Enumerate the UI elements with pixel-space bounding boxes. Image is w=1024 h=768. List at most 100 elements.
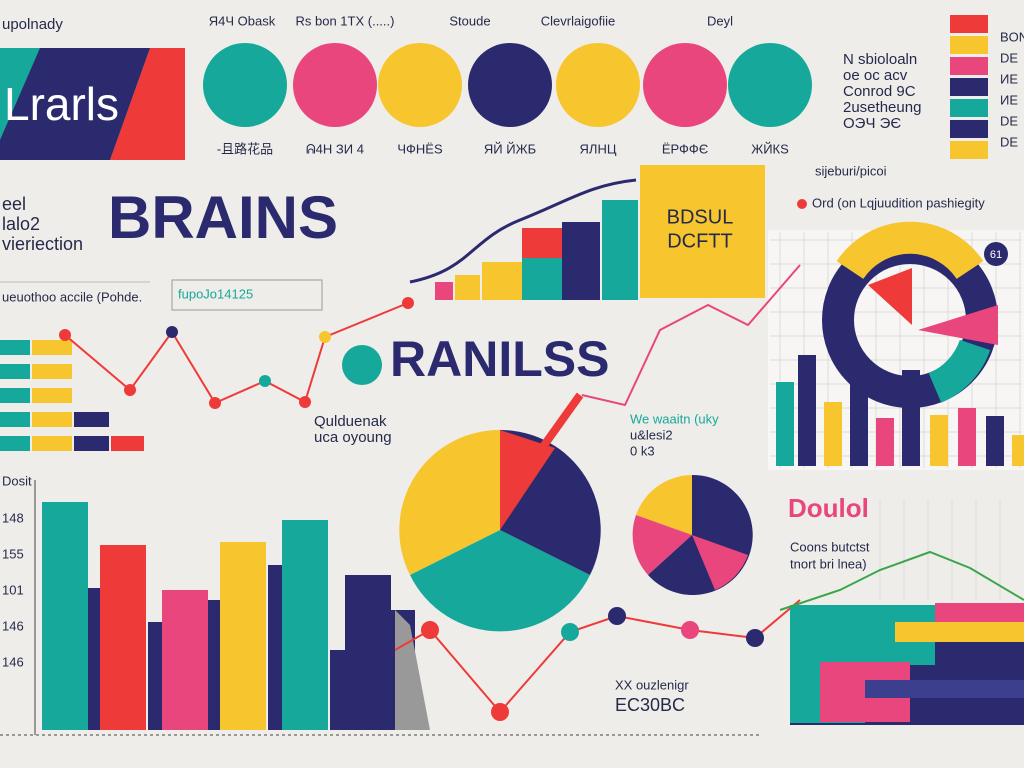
bar xyxy=(282,520,328,730)
note: 0 k3 xyxy=(630,443,655,458)
tick-label: 146 xyxy=(2,654,24,669)
box-text: DCFTT xyxy=(667,230,733,252)
code: fupoJo14125 xyxy=(178,286,253,301)
note: ОЭЧ ЭЄ xyxy=(843,115,901,132)
line xyxy=(64,302,409,405)
point xyxy=(259,375,271,387)
banner-text: Lrarls xyxy=(4,78,119,130)
hbar xyxy=(0,388,30,403)
circle-badge xyxy=(378,43,462,127)
pie-small xyxy=(632,474,753,595)
list-label: ИЕ xyxy=(1000,92,1018,107)
tick-label: 155 xyxy=(2,546,24,561)
hbar xyxy=(32,388,72,403)
hbar xyxy=(111,436,144,451)
pie-slice xyxy=(410,530,590,632)
point xyxy=(746,629,764,647)
bar xyxy=(776,382,794,466)
point xyxy=(681,621,699,639)
banner-stripe xyxy=(0,48,150,160)
bar xyxy=(798,355,816,466)
badge xyxy=(984,242,1008,266)
hbar xyxy=(0,364,30,379)
circle-label: ЖЙКS xyxy=(751,141,789,156)
circle-badge xyxy=(293,43,377,127)
tick-label: 146 xyxy=(2,618,24,633)
bar xyxy=(930,415,948,466)
shapes: -且路花品 ᕱ4H ЗИ 4 ЧФНЁS ЯЙ ЙЖБ ЯЛНЦ ЁРФФЄ ЖЙКS Я4Ч… xyxy=(0,13,1024,736)
circle-heading: Stoude xyxy=(449,13,490,28)
swatch xyxy=(950,99,988,117)
pointer xyxy=(501,392,584,503)
swatch xyxy=(950,120,988,138)
point xyxy=(209,397,221,409)
bar-shadow xyxy=(208,600,220,730)
circle-badge xyxy=(203,43,287,127)
circle-badge xyxy=(556,43,640,127)
note: u&lesi2 xyxy=(630,427,673,442)
note: ueuothoo accile (Pohde. xyxy=(2,289,142,304)
arrow xyxy=(409,178,637,284)
swatch xyxy=(950,15,988,33)
note: Conrod 9C xyxy=(843,83,916,100)
note: sijeburi/picoi xyxy=(815,163,887,178)
bar xyxy=(850,380,868,466)
block xyxy=(935,603,1024,625)
tick-label: 101 xyxy=(2,582,24,597)
bar xyxy=(345,575,391,730)
hbar xyxy=(32,412,72,427)
arrow xyxy=(581,264,801,407)
point xyxy=(299,396,311,408)
swatch xyxy=(950,36,988,54)
bar xyxy=(220,542,266,730)
badge-text: 61 xyxy=(990,249,1002,261)
circle-heading: Deyl xyxy=(707,13,733,28)
donut-arc xyxy=(928,339,991,403)
hbar xyxy=(32,364,72,379)
bar xyxy=(435,282,453,300)
donut-wedge xyxy=(918,305,998,345)
circle-heading: Я4Ч Obask xyxy=(209,13,276,28)
pie-large xyxy=(399,392,601,632)
list-label: DE xyxy=(1000,134,1018,149)
note: vieriection xyxy=(2,234,83,254)
circle-label: ЧФНЁS xyxy=(397,141,443,156)
hbar xyxy=(0,412,30,427)
point xyxy=(561,623,579,641)
blocks xyxy=(790,603,1024,725)
hbar xyxy=(32,340,72,355)
circle-heading: Rs bon 1TX (.....) xyxy=(296,13,395,28)
note: lalo2 xyxy=(2,214,40,234)
bar-shadow xyxy=(330,650,345,730)
point xyxy=(421,621,439,639)
note: uca oyoung xyxy=(314,429,392,446)
point xyxy=(491,703,509,721)
circle-heading: Clevrlaigofiie xyxy=(541,13,615,28)
bar xyxy=(824,402,842,466)
bar xyxy=(42,502,88,730)
bar xyxy=(162,590,208,730)
note: 2usetheung xyxy=(843,99,921,116)
point xyxy=(59,329,71,341)
note: We waaitn (uky xyxy=(630,411,719,426)
list-label: DE xyxy=(1000,50,1018,65)
line xyxy=(394,599,801,714)
heading: RANILSS xyxy=(390,331,609,387)
point xyxy=(608,607,626,625)
note: eel xyxy=(2,194,26,214)
bar-shadow xyxy=(148,622,162,730)
swatch xyxy=(950,57,988,75)
tick-label: 148 xyxy=(2,510,24,525)
bar xyxy=(602,200,638,300)
circle-label: ЯЛНЦ xyxy=(580,141,617,156)
dot xyxy=(342,345,382,385)
page-title: upolnady xyxy=(2,16,63,33)
box-text: BDSUL xyxy=(667,206,734,228)
area xyxy=(395,610,430,730)
note: N sbioloaln xyxy=(843,51,917,68)
axis-title: Dosit xyxy=(2,473,32,488)
hbar xyxy=(0,436,30,451)
note: XX ouzlenigr xyxy=(615,677,689,692)
hbar xyxy=(32,436,72,451)
